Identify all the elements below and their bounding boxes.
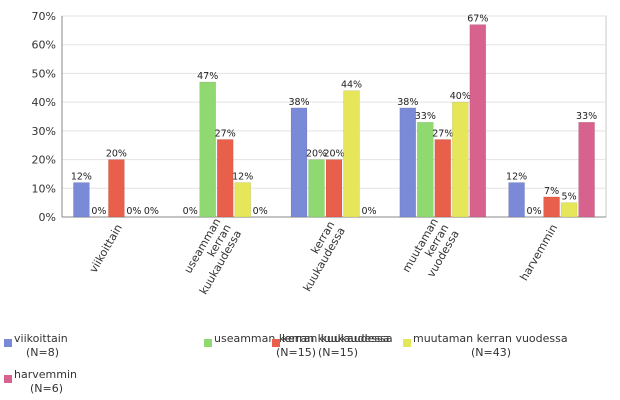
data-label: 0% — [183, 206, 198, 217]
data-label: 12% — [71, 172, 92, 183]
data-label: 5% — [562, 192, 577, 203]
data-label: 33% — [415, 111, 436, 122]
bar — [434, 139, 452, 218]
bar — [290, 107, 308, 218]
y-tick-label: 40% — [32, 96, 56, 109]
legend-label: kerran kuukaudessa — [282, 332, 393, 345]
bar — [199, 81, 216, 218]
data-label: 38% — [397, 97, 418, 108]
y-tick-label: 10% — [32, 182, 56, 195]
data-label: 20% — [306, 149, 327, 160]
y-tick-label: 70% — [32, 10, 56, 23]
bar — [399, 107, 417, 218]
x-tick-label: viikoittain — [87, 222, 125, 275]
legend-count: (N=15) — [276, 346, 317, 359]
y-tick-label: 0% — [39, 211, 56, 224]
bar — [73, 182, 90, 218]
bar — [108, 159, 125, 218]
legend-label: useamman kerran kuukaudessa — [214, 332, 390, 345]
bar — [560, 202, 578, 218]
data-label: 44% — [341, 80, 362, 91]
bar — [308, 159, 325, 218]
data-label: 0% — [126, 206, 141, 217]
data-label: 0% — [91, 206, 106, 217]
x-tick-label: harvemmin — [517, 222, 560, 283]
svg-text:kerrankuukaudessa: kerrankuukaudessa — [290, 219, 348, 294]
bar-chart-plot: 0%10%20%30%40%50%60%70%12%0%20%0% 0%viiko… — [32, 10, 607, 297]
bar — [416, 121, 434, 218]
data-label: 12% — [232, 172, 253, 183]
data-label: 0% — [527, 206, 542, 217]
bar — [451, 101, 469, 218]
y-tick-label: 50% — [32, 67, 56, 80]
svg-text:muutamankerranvuodessa: muutamankerranvuodessa — [400, 216, 462, 287]
data-label: 0% — [253, 206, 268, 217]
bar — [469, 24, 487, 218]
data-label: 33% — [576, 111, 597, 122]
legend-swatch — [272, 339, 280, 347]
bar — [216, 139, 234, 218]
chart-legend: viikoittain (N=8) useamman kerran kuukaude… — [0, 326, 620, 400]
bar — [234, 182, 251, 218]
bar — [325, 159, 343, 218]
data-label: 7% — [544, 186, 559, 197]
data-label: 12% — [506, 172, 527, 183]
svg-text:useammankerrankuukaudessa: useammankerrankuukaudessa — [176, 216, 244, 297]
y-tick-label: 60% — [32, 39, 56, 52]
legend-label: viikoittain — [14, 332, 68, 345]
legend-label: harvemmin — [14, 368, 77, 381]
data-label: 67% — [467, 14, 488, 25]
y-tick-label: 30% — [32, 125, 56, 138]
y-tick-label: 20% — [32, 154, 56, 167]
x-tick-label: kerrankuukaudessa — [290, 219, 348, 294]
legend-count: (N=6) — [30, 382, 64, 395]
bar — [543, 196, 560, 218]
legend-swatch — [4, 339, 12, 347]
data-label: 20% — [323, 149, 344, 160]
bar — [508, 182, 525, 218]
data-label: 40% — [450, 91, 471, 102]
legend-count: (N=15) — [318, 346, 359, 359]
svg-text:viikoittain: viikoittain — [87, 222, 125, 275]
legend-swatch — [403, 339, 411, 347]
x-tick-label: useammankerrankuukaudessa — [176, 216, 244, 297]
data-label: 27% — [215, 128, 236, 139]
bar — [578, 121, 595, 218]
svg-text:harvemmin: harvemmin — [517, 222, 560, 283]
data-label: 47% — [197, 71, 218, 82]
legend-count: (N=43) — [471, 346, 512, 359]
data-label: 27% — [432, 128, 453, 139]
data-label: 0% — [144, 206, 159, 217]
legend-swatch — [204, 339, 212, 347]
legend-count: (N=8) — [26, 346, 60, 359]
x-tick-label: muutamankerranvuodessa — [400, 216, 462, 287]
data-label: 20% — [106, 149, 127, 160]
legend-label: muutaman kerran vuodessa — [413, 332, 568, 345]
legend-swatch — [4, 375, 12, 383]
data-label: 38% — [288, 97, 309, 108]
bar — [343, 90, 360, 218]
data-label: 0% — [361, 206, 376, 217]
